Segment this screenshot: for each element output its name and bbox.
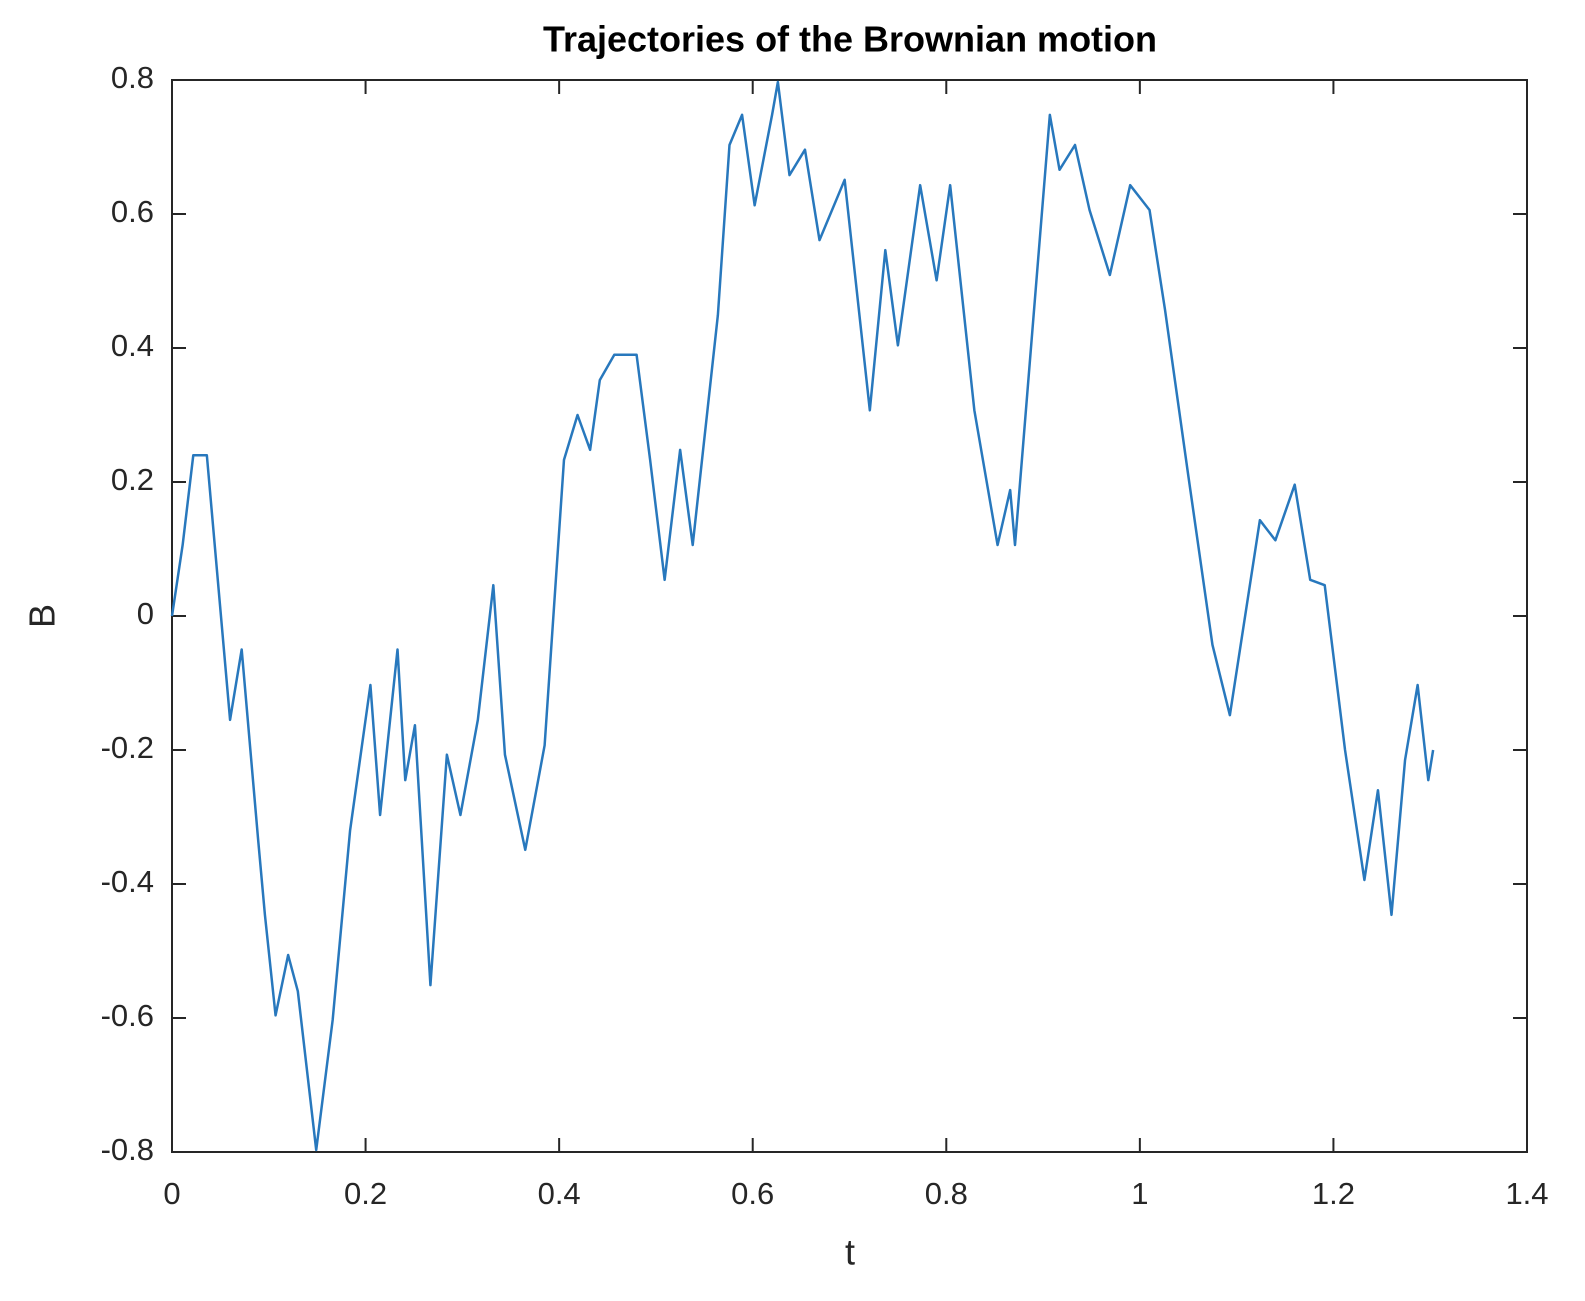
y-tick-label: -0.2 xyxy=(101,730,154,765)
x-tick-label: 0.8 xyxy=(925,1176,968,1211)
x-tick-label: 1.4 xyxy=(1505,1176,1548,1211)
x-axis-label: t xyxy=(845,1232,855,1273)
x-tick-label: 1 xyxy=(1131,1176,1148,1211)
y-tick-label: 0 xyxy=(137,596,154,631)
y-tick-label: 0.4 xyxy=(111,328,154,363)
y-axis-label: B xyxy=(22,604,63,628)
x-tick-label: 0.4 xyxy=(538,1176,581,1211)
y-tick-label: 0.8 xyxy=(111,60,154,95)
x-tick-label: 0.2 xyxy=(344,1176,387,1211)
y-tick-label: 0.2 xyxy=(111,462,154,497)
y-tick-label: -0.8 xyxy=(101,1132,154,1167)
y-tick-label: 0.6 xyxy=(111,194,154,229)
chart-title: Trajectories of the Brownian motion xyxy=(543,19,1157,60)
x-tick-label: 0.6 xyxy=(731,1176,774,1211)
y-tick-label: -0.6 xyxy=(101,998,154,1033)
plot-frame xyxy=(171,79,1528,1153)
data-line xyxy=(170,80,1435,1152)
y-tick-label: -0.4 xyxy=(101,864,154,899)
x-tick-label: 0 xyxy=(163,1176,180,1211)
x-tick-label: 1.2 xyxy=(1312,1176,1355,1211)
